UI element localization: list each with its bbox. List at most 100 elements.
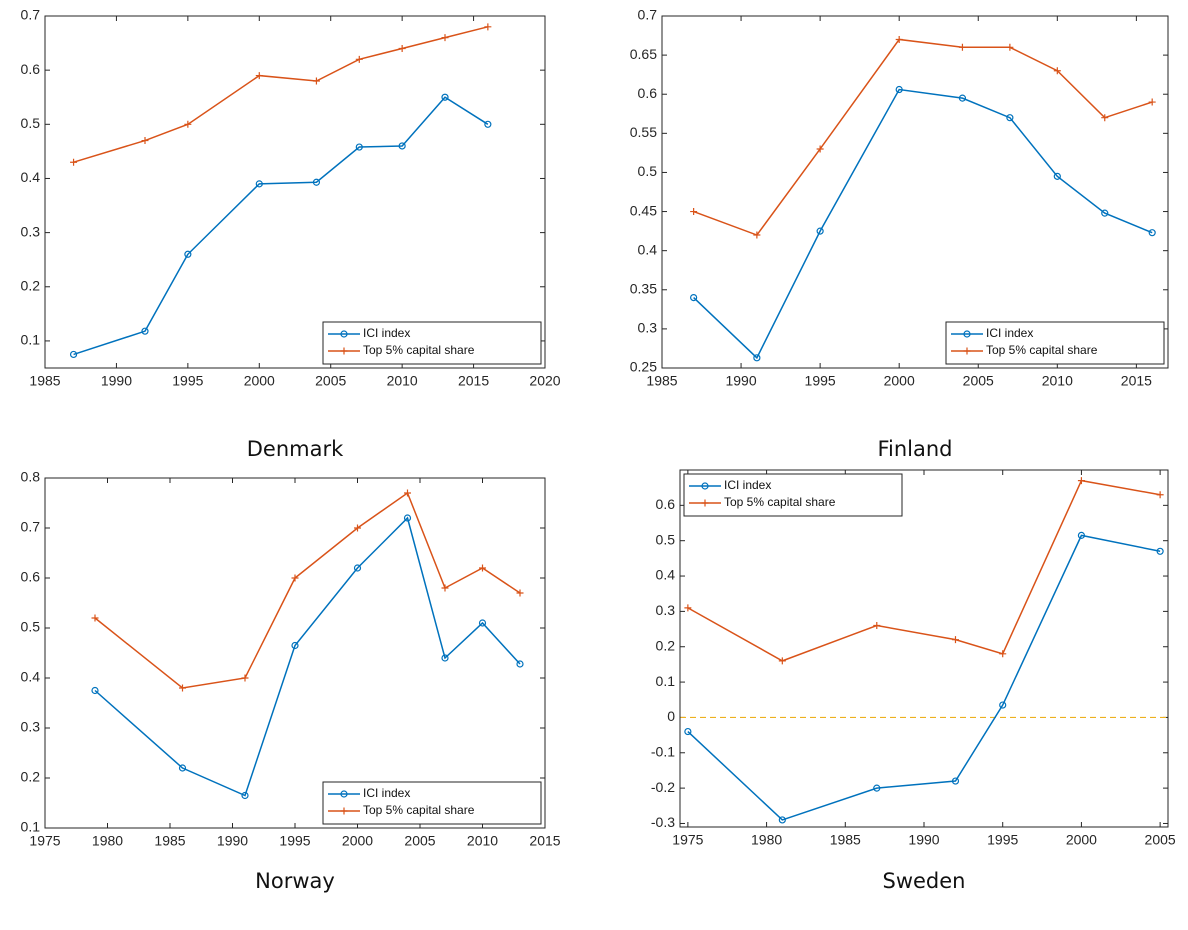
panel: 1975 1980 1985 1990 1995 2000 2005 2010 2015 0.1 0…: [21, 469, 561, 893]
marker: [398, 44, 406, 52]
marker: [91, 614, 99, 622]
marker: [404, 489, 411, 497]
y-tick-label: 0.1: [21, 819, 41, 835]
marker: [1156, 491, 1164, 499]
marker: [441, 34, 449, 42]
axes-background: [45, 16, 545, 368]
y-tick-label: 0.6: [21, 61, 41, 77]
marker: [255, 72, 263, 80]
marker: [684, 604, 692, 612]
y-tick-label: 0.4: [638, 241, 658, 257]
y-tick-label: 0.35: [630, 280, 657, 296]
marker: [951, 636, 959, 644]
marker: [753, 354, 761, 362]
x-tick-label: 1990: [217, 833, 248, 849]
x-tick-label: 2005: [1145, 832, 1176, 848]
y-tick-label: 0.65: [630, 46, 657, 62]
marker: [753, 231, 761, 239]
marker: [255, 180, 263, 188]
legend: ICI index Top 5% capital share: [945, 321, 1165, 365]
y-tick-label: 0.2: [656, 637, 676, 653]
y-tick-label: 0.4: [656, 567, 676, 583]
marker: [398, 142, 406, 150]
chart-caption: Sweden: [883, 869, 966, 893]
x-tick-label: 1980: [92, 833, 123, 849]
x-tick-label: 2005: [963, 373, 994, 389]
x-tick-label: 1980: [751, 832, 782, 848]
series-line: [693, 88, 1153, 360]
y-tick-label: 0.4: [21, 169, 41, 185]
marker: [895, 85, 903, 94]
marker: [291, 574, 299, 582]
axes-box: [679, 469, 1169, 828]
y-tick-label: 0.5: [638, 163, 658, 179]
axes-background: [45, 478, 545, 828]
chart-caption: Denmark: [247, 437, 344, 461]
legend-label: Top 5% capital share: [986, 343, 1098, 357]
y-tick-label: 0.3: [21, 719, 41, 735]
legend-box: [322, 781, 542, 825]
marker: [1053, 172, 1061, 180]
marker: [340, 330, 348, 338]
y-tick-label: 0: [667, 708, 675, 724]
x-tick-label: 1975: [672, 832, 703, 848]
x-tick-label: 1990: [908, 832, 939, 848]
marker: [1101, 209, 1109, 217]
x-tick-label: 2015: [458, 373, 489, 389]
marker: [701, 499, 709, 507]
y-tick-label: 0.1: [21, 332, 41, 348]
marker: [701, 482, 709, 490]
marker: [441, 584, 449, 592]
y-tick-label: 0.6: [656, 496, 676, 512]
x-tick-label: 2010: [1042, 373, 1073, 389]
marker: [816, 227, 824, 235]
legend-label: ICI index: [986, 326, 1033, 340]
y-tick-label: -0.2: [651, 779, 675, 795]
marker: [690, 208, 698, 216]
marker: [241, 674, 249, 682]
marker: [778, 657, 786, 665]
marker: [1148, 229, 1156, 237]
y-tick-label: 0.3: [638, 320, 658, 336]
marker: [963, 330, 971, 338]
marker: [999, 650, 1007, 658]
marker: [1006, 43, 1014, 51]
y-tick-label: -0.1: [651, 743, 675, 759]
legend: ICI index Top 5% capital share: [322, 781, 542, 825]
y-tick-label: 0.6: [638, 85, 658, 101]
marker: [340, 807, 348, 815]
legend-label: ICI index: [724, 478, 771, 492]
x-tick-label: 2010: [387, 373, 418, 389]
legend-box: [322, 321, 542, 365]
y-tick-label: 0.8: [21, 469, 41, 485]
legend-label: ICI index: [363, 786, 410, 800]
x-tick-label: 2005: [315, 373, 346, 389]
x-tick-label: 1990: [101, 373, 132, 389]
axes-background: [662, 16, 1168, 368]
marker: [484, 120, 492, 128]
y-tick-label: 0.3: [656, 602, 676, 618]
y-tick-label: 0.6: [21, 569, 41, 585]
chart-caption: Finland: [877, 437, 952, 461]
marker: [312, 178, 321, 186]
x-tick-label: 2000: [244, 373, 275, 389]
legend: ICI index Top 5% capital share: [683, 473, 903, 517]
marker: [291, 641, 299, 650]
marker: [441, 654, 449, 662]
y-tick-label: 0.25: [630, 359, 657, 375]
legend-label: Top 5% capital share: [724, 495, 836, 509]
panel: 1985 1990 1995 2000 2005 2010 2015 0.25 0.3 0.35 0…: [630, 7, 1169, 461]
y-tick-label: 0.5: [21, 115, 41, 131]
y-tick-label: -0.3: [651, 814, 675, 830]
marker: [179, 684, 186, 692]
marker: [69, 350, 78, 359]
marker: [999, 701, 1007, 709]
marker: [873, 784, 881, 792]
x-tick-label: 1985: [29, 373, 60, 389]
y-tick-label: 0.55: [630, 124, 657, 140]
x-tick-label: 2000: [884, 373, 915, 389]
x-tick-label: 2015: [529, 833, 560, 849]
marker: [441, 93, 449, 101]
marker: [354, 524, 361, 532]
legend: ICI index Top 5% capital share: [322, 321, 542, 365]
